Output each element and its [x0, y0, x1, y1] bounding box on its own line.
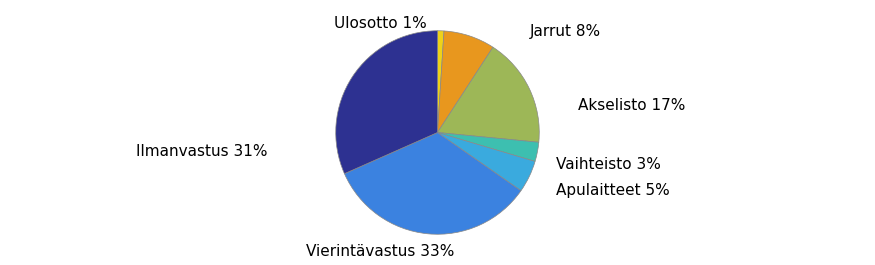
Text: Vierintävastus 33%: Vierintävastus 33%	[306, 244, 455, 259]
Text: Jarrut 8%: Jarrut 8%	[529, 24, 600, 39]
Wedge shape	[345, 132, 521, 234]
Text: Ulosotto 1%: Ulosotto 1%	[334, 16, 427, 31]
Wedge shape	[438, 31, 493, 132]
Text: Apulaitteet 5%: Apulaitteet 5%	[556, 183, 669, 198]
Wedge shape	[438, 132, 535, 191]
Wedge shape	[438, 47, 539, 142]
Text: Vaihteisto 3%: Vaihteisto 3%	[556, 157, 661, 172]
Text: Ilmanvastus 31%: Ilmanvastus 31%	[136, 144, 267, 158]
Wedge shape	[438, 31, 444, 132]
Text: Akselisto 17%: Akselisto 17%	[578, 99, 685, 113]
Wedge shape	[336, 31, 438, 174]
Wedge shape	[438, 132, 539, 161]
